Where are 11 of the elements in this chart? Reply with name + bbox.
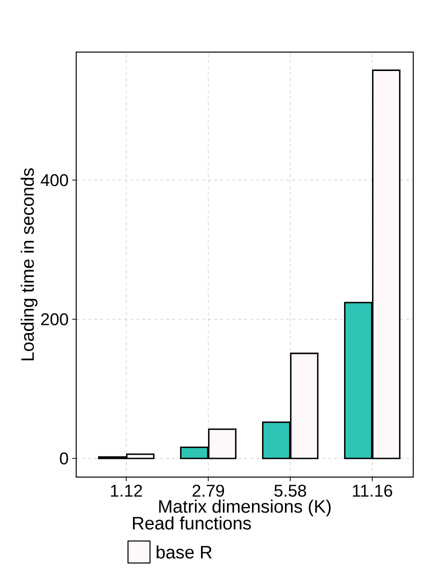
y-tick-label: 400: [40, 174, 68, 186]
y-tick-label: 0: [60, 452, 68, 464]
x-axis-title: Matrix dimensions (K): [159, 500, 331, 516]
legend-title: Read functions: [133, 516, 251, 530]
x-tick-label: 5.58: [274, 484, 306, 497]
x-tick-label: 2.79: [192, 484, 224, 497]
y-axis-title: Loading time in seconds: [20, 168, 38, 360]
x-tick-label: 1.12: [111, 484, 142, 497]
x-tick-label: 11.16: [352, 484, 392, 497]
y-tick-label: 200: [41, 313, 68, 326]
legend-label: base R: [156, 545, 212, 559]
